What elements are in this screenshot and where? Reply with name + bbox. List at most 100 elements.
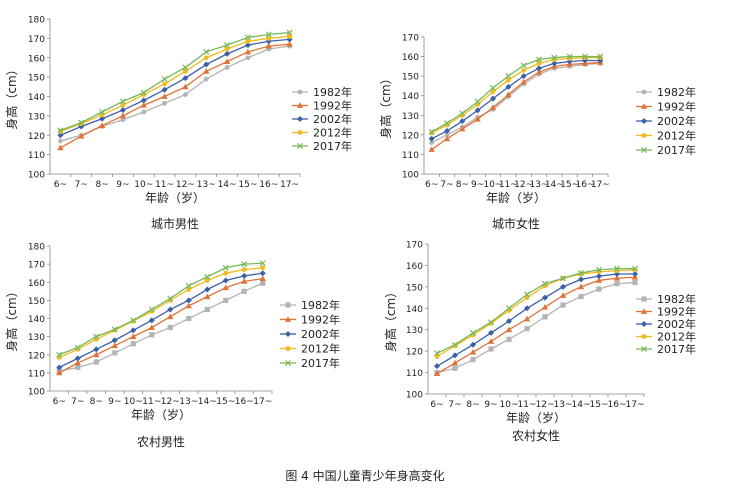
data-point — [452, 365, 458, 371]
data-point — [444, 132, 450, 138]
legend-label: 2002年 — [301, 327, 340, 341]
series-line — [436, 281, 636, 374]
data-point — [578, 276, 584, 283]
series-1992年 — [433, 274, 639, 377]
data-point — [632, 271, 638, 277]
data-point — [581, 53, 589, 60]
legend-entry: 1982年 — [636, 292, 696, 306]
data-point — [505, 305, 513, 312]
data-point — [203, 48, 210, 55]
data-point — [161, 86, 168, 93]
data-point-stroke — [130, 317, 137, 324]
legend-marker — [640, 308, 648, 314]
data-point-stroke — [224, 42, 231, 49]
data-point-stroke — [433, 350, 441, 357]
data-point-stroke — [74, 344, 81, 351]
data-point — [551, 60, 558, 67]
data-point — [119, 112, 127, 119]
data-point — [535, 56, 543, 63]
y-tick-label: 150 — [402, 73, 419, 83]
data-point — [58, 138, 63, 144]
data-point — [536, 61, 542, 66]
legend-marker — [297, 89, 303, 95]
series-2012年 — [58, 34, 292, 134]
x-tick-label: 6~ — [430, 400, 443, 410]
data-point — [459, 118, 466, 125]
data-point — [560, 283, 566, 290]
data-point-stroke — [265, 31, 272, 38]
panel-title: 农村女性 — [512, 428, 560, 443]
data-point-stroke — [428, 128, 435, 135]
y-tick-label: 140 — [28, 93, 45, 103]
y-tick-label: 110 — [28, 151, 45, 161]
legend-label: 1992年 — [313, 99, 352, 113]
data-point-stroke — [167, 295, 174, 302]
data-point — [490, 95, 496, 102]
data-point — [57, 127, 64, 134]
data-point-stroke — [56, 351, 63, 358]
data-point — [224, 42, 231, 49]
y-tick-label: 100 — [406, 391, 423, 401]
legend-label: 2012年 — [313, 126, 352, 140]
legend-label: 2012年 — [657, 129, 696, 143]
series-line — [436, 269, 636, 358]
y-tick-label: 140 — [406, 305, 423, 315]
data-point — [488, 329, 494, 336]
legend-label: 2017年 — [657, 143, 696, 157]
data-point — [505, 73, 512, 80]
legend-label: 1982年 — [657, 85, 696, 99]
x-tick-label: 17~ — [280, 180, 299, 190]
y-axis-label: 身高（cm） — [378, 72, 393, 138]
data-point — [224, 46, 230, 52]
legend-entry: 2012年 — [280, 342, 340, 356]
data-point — [130, 341, 136, 347]
legend-marker — [285, 346, 291, 351]
legend-marker-stroke — [296, 142, 304, 150]
data-point — [74, 359, 81, 366]
legend-label: 2017年 — [657, 342, 696, 356]
data-point-stroke — [204, 273, 211, 280]
data-point — [286, 40, 293, 47]
data-point — [167, 313, 174, 320]
series-line — [58, 267, 263, 359]
legend-marker — [297, 130, 303, 135]
legend-marker — [641, 89, 647, 95]
y-tick-label: 140 — [402, 92, 419, 102]
data-point — [119, 107, 126, 114]
x-tick-label: 11~ — [518, 400, 537, 410]
data-point — [203, 61, 210, 68]
chart-panel: 100 110 120 130 140 150 160 170 6~ 7~ 8~ 9~10~11~12… — [383, 241, 696, 444]
y-tick-label: 160 — [28, 54, 45, 64]
x-tick-label: 15~ — [590, 400, 609, 410]
legend-entry: 2017年 — [292, 139, 352, 153]
x-tick-label: 9~ — [484, 400, 497, 410]
data-point-stroke — [489, 84, 497, 91]
data-point-stroke — [459, 110, 466, 117]
x-tick-label: 7~ — [71, 397, 84, 407]
data-point — [489, 104, 497, 110]
legend-entry: 2012年 — [636, 330, 696, 344]
data-point — [222, 284, 229, 291]
data-point-stroke — [57, 127, 64, 134]
data-point — [487, 319, 495, 326]
data-point — [542, 294, 548, 301]
data-point-stroke — [559, 275, 567, 282]
y-tick-label: 180 — [28, 243, 45, 253]
data-point-stroke — [535, 56, 543, 63]
data-point — [57, 132, 64, 139]
data-point — [99, 108, 106, 116]
data-point — [111, 342, 118, 349]
data-point — [433, 370, 441, 377]
data-point — [470, 341, 476, 348]
legend-entry: 1992年 — [636, 305, 696, 319]
data-point — [204, 293, 211, 300]
data-point-stroke — [241, 261, 248, 268]
y-tick-label: 110 — [406, 369, 423, 379]
legend-entry: 1982年 — [636, 85, 696, 99]
series-1992年 — [57, 40, 293, 151]
data-point — [523, 315, 531, 322]
x-tick-label: 6~ — [53, 397, 66, 407]
data-point-stroke — [581, 53, 589, 60]
series-line — [60, 31, 290, 132]
data-point — [222, 277, 229, 284]
